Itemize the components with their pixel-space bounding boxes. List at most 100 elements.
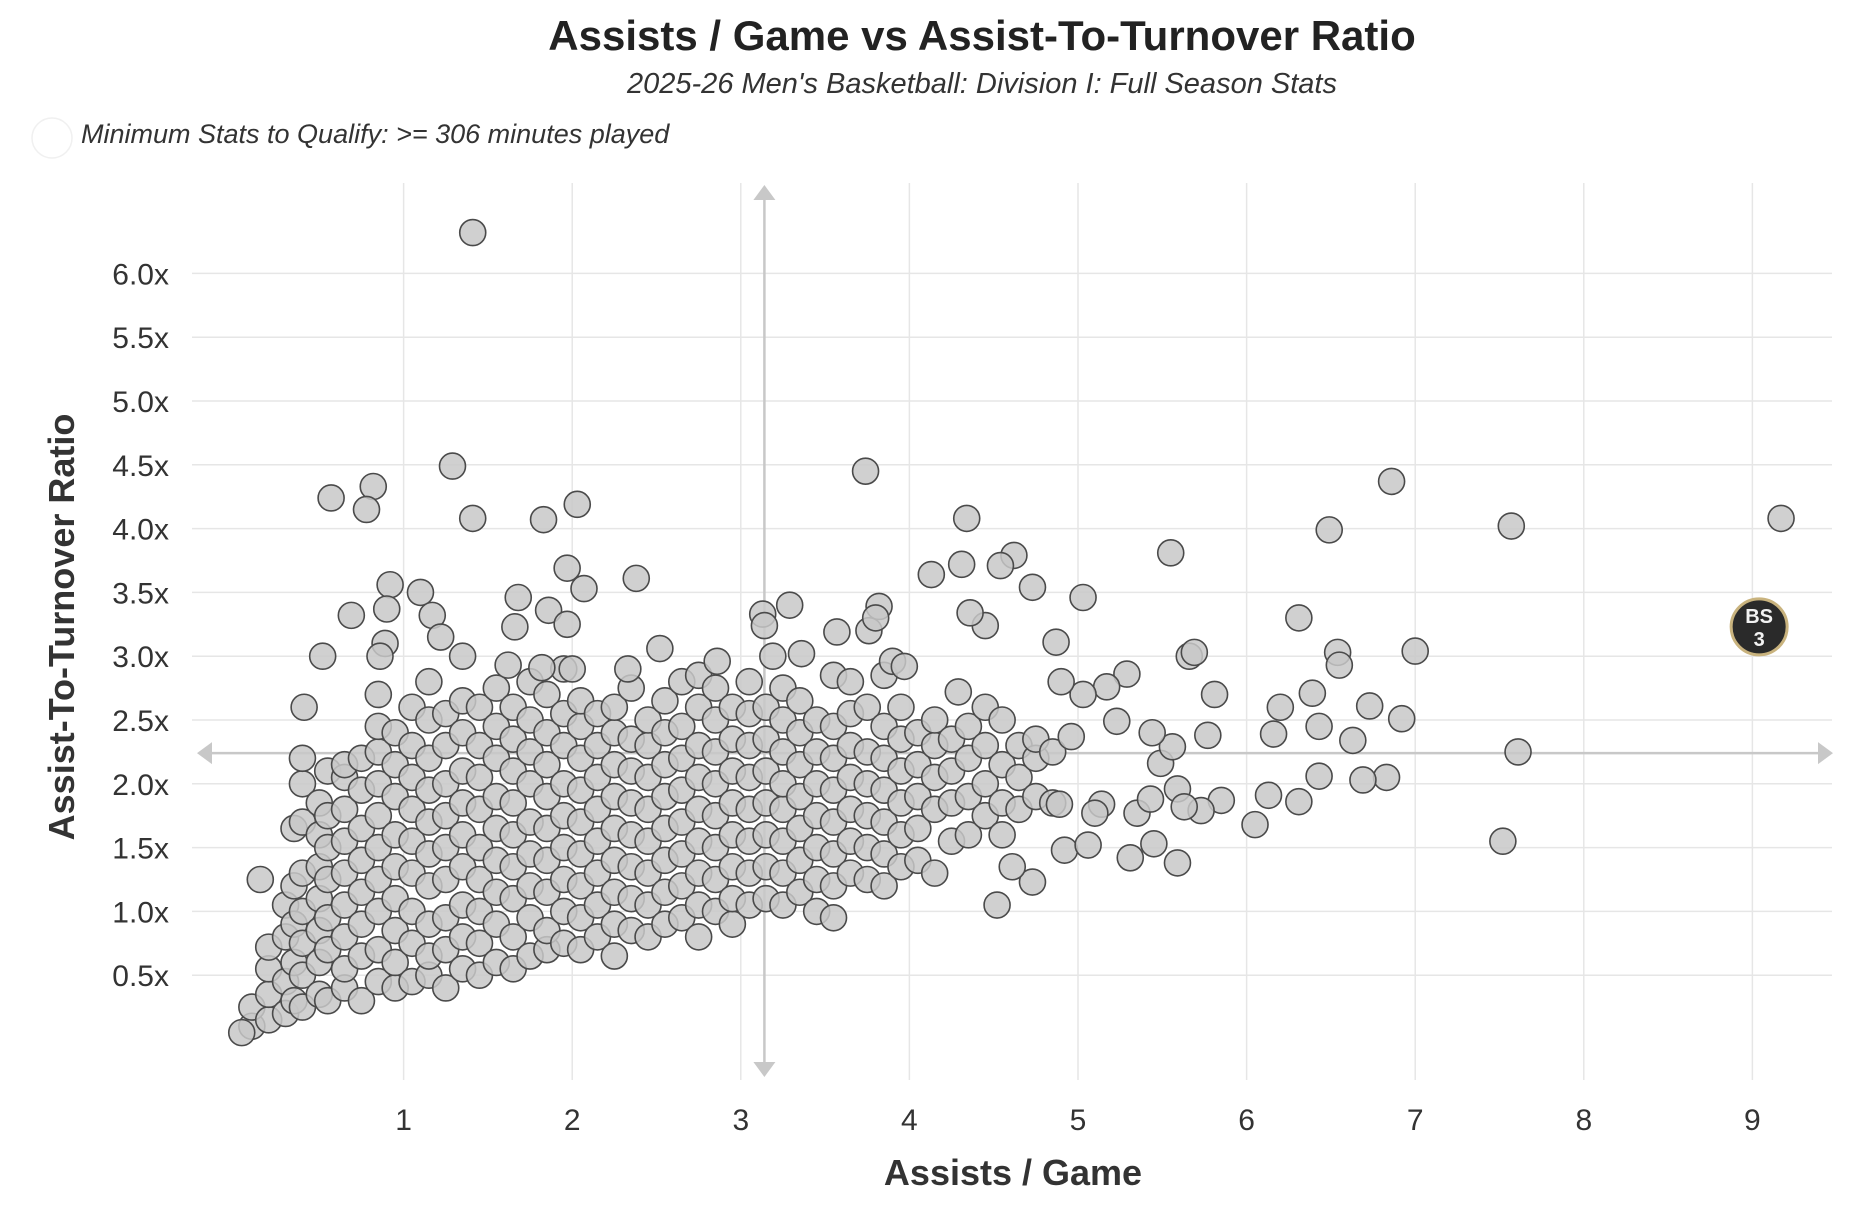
data-point[interactable]: [600, 942, 629, 970]
data-point[interactable]: [998, 852, 1027, 881]
data-point[interactable]: [534, 596, 563, 625]
data-point[interactable]: [735, 667, 764, 696]
data-point[interactable]: [482, 674, 511, 702]
data-point[interactable]: [819, 903, 848, 932]
data-point[interactable]: [1497, 512, 1526, 540]
data-point[interactable]: [499, 789, 527, 817]
data-point[interactable]: [920, 706, 949, 734]
data-point[interactable]: [246, 865, 275, 894]
data-point[interactable]: [364, 801, 393, 830]
data-point[interactable]: [504, 583, 533, 612]
data-point[interactable]: [954, 712, 983, 741]
data-point[interactable]: [458, 218, 487, 247]
data-point[interactable]: [1180, 638, 1209, 667]
data-point[interactable]: [944, 678, 973, 706]
data-point[interactable]: [750, 611, 779, 640]
data-point[interactable]: [1377, 467, 1406, 496]
data-point[interactable]: [823, 618, 851, 646]
data-point[interactable]: [1018, 573, 1047, 602]
data-point[interactable]: [956, 599, 984, 627]
data-point[interactable]: [563, 490, 592, 519]
data-point[interactable]: [1018, 868, 1047, 896]
data-point[interactable]: [317, 484, 345, 512]
data-point[interactable]: [703, 647, 731, 676]
data-point[interactable]: [1315, 516, 1344, 544]
data-point[interactable]: [684, 923, 713, 951]
data-point[interactable]: [1305, 762, 1333, 790]
data-point[interactable]: [1102, 707, 1131, 736]
data-point[interactable]: [1305, 712, 1333, 741]
data-point[interactable]: [759, 642, 787, 671]
data-point[interactable]: [947, 550, 976, 579]
data-point[interactable]: [308, 642, 337, 671]
data-point[interactable]: [366, 642, 394, 671]
data-point[interactable]: [330, 795, 359, 824]
data-point[interactable]: [1372, 763, 1401, 792]
data-point[interactable]: [1767, 504, 1795, 533]
data-point[interactable]: [1138, 718, 1166, 747]
data-point[interactable]: [1113, 660, 1141, 688]
data-point[interactable]: [533, 750, 561, 779]
data-point[interactable]: [1140, 829, 1168, 858]
data-point[interactable]: [988, 706, 1016, 734]
data-point[interactable]: [288, 744, 317, 773]
data-point[interactable]: [1325, 651, 1354, 679]
data-point[interactable]: [494, 651, 522, 679]
data-point[interactable]: [1047, 667, 1075, 696]
data-point[interactable]: [553, 554, 581, 582]
data-point[interactable]: [359, 472, 388, 501]
data-point[interactable]: [1259, 720, 1288, 748]
data-point[interactable]: [954, 821, 983, 849]
data-point[interactable]: [1038, 738, 1067, 766]
data-point[interactable]: [986, 551, 1015, 580]
data-point[interactable]: [988, 821, 1016, 849]
data-point[interactable]: [570, 574, 598, 603]
data-point[interactable]: [465, 693, 494, 722]
data-point[interactable]: [1339, 726, 1367, 755]
data-point[interactable]: [890, 652, 919, 681]
data-point[interactable]: [851, 457, 880, 485]
data-point[interactable]: [667, 712, 696, 741]
data-point[interactable]: [1163, 849, 1192, 877]
data-point[interactable]: [337, 601, 366, 630]
data-point[interactable]: [1092, 673, 1121, 701]
data-point[interactable]: [528, 653, 556, 682]
data-point[interactable]: [701, 674, 730, 702]
data-point[interactable]: [553, 610, 581, 639]
data-point[interactable]: [1069, 583, 1097, 612]
data-point[interactable]: [1489, 827, 1517, 856]
data-point[interactable]: [1005, 763, 1033, 792]
data-point[interactable]: [1045, 790, 1074, 819]
data-point[interactable]: [836, 667, 865, 696]
data-point[interactable]: [1050, 836, 1079, 864]
data-point[interactable]: [952, 504, 981, 533]
data-point[interactable]: [376, 570, 404, 599]
data-point[interactable]: [1266, 693, 1295, 722]
highlight-marker[interactable]: [1729, 597, 1789, 657]
data-point[interactable]: [775, 591, 804, 619]
data-point[interactable]: [622, 564, 651, 593]
data-point[interactable]: [1158, 732, 1187, 761]
data-point[interactable]: [1401, 637, 1429, 665]
data-point[interactable]: [406, 578, 435, 607]
data-point[interactable]: [1298, 679, 1327, 708]
data-point[interactable]: [501, 613, 529, 641]
data-point[interactable]: [458, 504, 487, 533]
data-point[interactable]: [465, 763, 494, 792]
data-point[interactable]: [352, 495, 381, 524]
data-point[interactable]: [1074, 831, 1102, 859]
data-point[interactable]: [1057, 722, 1086, 751]
data-point[interactable]: [372, 595, 401, 623]
data-point[interactable]: [1069, 680, 1097, 709]
data-point[interactable]: [971, 731, 1000, 760]
data-point[interactable]: [1285, 604, 1313, 632]
data-point[interactable]: [347, 986, 376, 1015]
data-point[interactable]: [1504, 738, 1532, 766]
data-point[interactable]: [861, 604, 890, 632]
data-point[interactable]: [1200, 680, 1229, 709]
data-point[interactable]: [1241, 810, 1269, 839]
data-point[interactable]: [983, 891, 1011, 919]
data-point[interactable]: [1355, 692, 1384, 720]
data-point[interactable]: [651, 687, 679, 715]
data-point[interactable]: [529, 505, 558, 534]
